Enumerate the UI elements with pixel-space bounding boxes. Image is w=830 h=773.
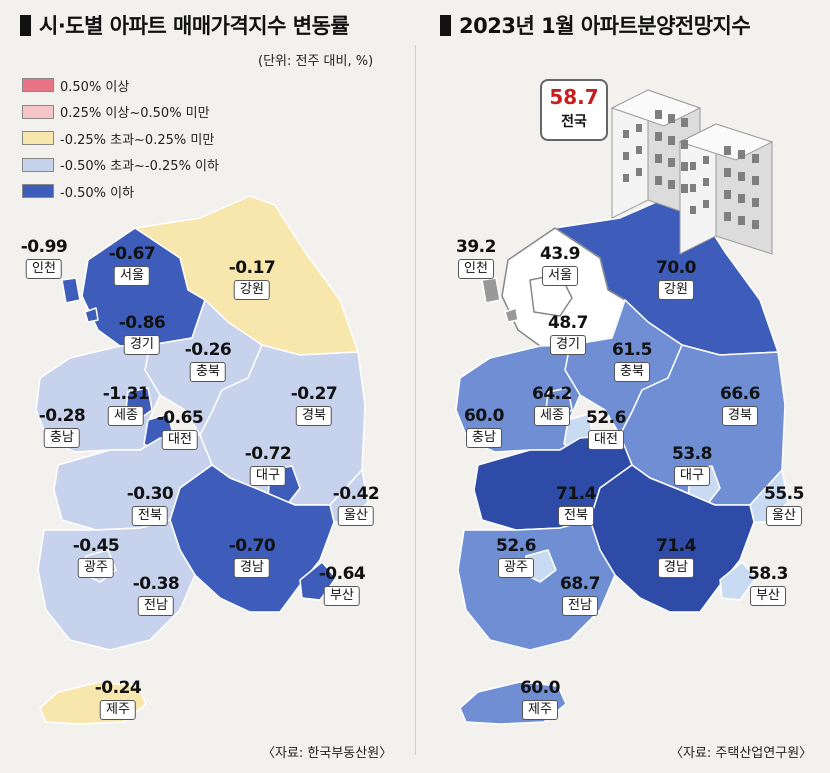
unit-label: (단위: 전주 대비, %) bbox=[258, 54, 374, 69]
label-gyeonggi: 48.7 경기 bbox=[548, 313, 588, 355]
label-gwangju: -0.45 광주 bbox=[73, 536, 120, 578]
region-jeonnam bbox=[37, 519, 196, 651]
label-gwangju: 52.6 광주 bbox=[496, 536, 536, 578]
label-daegu: -0.72 대구 bbox=[245, 444, 292, 486]
label-incheon: 39.2 인천 bbox=[456, 237, 496, 279]
label-daejeon: 52.6 대전 bbox=[586, 408, 626, 450]
label-sejong: 64.2 세종 bbox=[532, 384, 572, 426]
label-gyeongbuk: -0.27 경북 bbox=[291, 384, 338, 426]
label-incheon: -0.99 인천 bbox=[21, 237, 68, 279]
label-jeonnam: -0.38 전남 bbox=[133, 574, 180, 616]
label-gyeonggi: -0.86 경기 bbox=[119, 313, 166, 355]
label-busan: -0.64 부산 bbox=[319, 564, 366, 606]
building-windows bbox=[623, 110, 759, 229]
right-source: 〈자료: 주택산업연구원〉 bbox=[670, 746, 813, 761]
label-jeju: -0.24 제주 bbox=[95, 678, 142, 720]
left-panel-title: 시·도별 아파트 매매가격지수 변동률 bbox=[20, 10, 350, 40]
label-chungbuk: 61.5 충북 bbox=[612, 340, 652, 382]
label-daejeon: -0.65 대전 bbox=[157, 408, 204, 450]
label-gangwon: -0.17 강원 bbox=[229, 258, 276, 300]
label-sejong: -1.31 세종 bbox=[103, 384, 150, 426]
label-gyeongbuk: 66.6 경북 bbox=[720, 384, 760, 426]
region-jeonnam bbox=[457, 519, 616, 651]
label-jeonbuk: -0.30 전북 bbox=[127, 484, 174, 526]
region-incheon bbox=[481, 277, 501, 304]
label-gyeongnam: 71.4 경남 bbox=[656, 536, 696, 578]
legend-swatch bbox=[22, 104, 54, 119]
label-gyeongnam: -0.70 경남 bbox=[229, 536, 276, 578]
legend-swatch bbox=[22, 184, 54, 199]
region-incheon-isle bbox=[504, 307, 519, 323]
left-source: 〈자료: 한국부동산원〉 bbox=[262, 746, 393, 761]
legend-swatch bbox=[22, 78, 54, 93]
label-chungbuk: -0.26 충북 bbox=[185, 340, 232, 382]
national-name: 전국 bbox=[561, 114, 587, 130]
national-index-badge: 58.7 전국 bbox=[540, 79, 608, 141]
label-jeju: 60.0 제주 bbox=[520, 678, 560, 720]
label-jeonnam: 68.7 전남 bbox=[560, 574, 600, 616]
legend-item: 0.25% 이상~0.50% 미만 bbox=[22, 99, 219, 126]
legend-item: -0.25% 초과~0.25% 미만 bbox=[22, 125, 219, 152]
label-jeonbuk: 71.4 전북 bbox=[556, 484, 596, 526]
label-ulsan: -0.42 울산 bbox=[333, 484, 380, 526]
legend: 0.50% 이상 0.25% 이상~0.50% 미만 -0.25% 초과~0.2… bbox=[22, 72, 219, 205]
label-seoul: -0.67 서울 bbox=[109, 244, 156, 286]
label-ulsan: 55.5 울산 bbox=[764, 484, 804, 526]
label-gangwon: 70.0 강원 bbox=[656, 258, 696, 300]
label-busan: 58.3 부산 bbox=[748, 564, 788, 606]
legend-item: -0.50% 초과~-0.25% 이하 bbox=[22, 152, 219, 179]
right-panel-title: 2023년 1월 아파트분양전망지수 bbox=[440, 10, 751, 40]
label-chungnam: -0.28 충남 bbox=[39, 406, 86, 448]
national-value: 58.7 bbox=[549, 85, 599, 109]
legend-item: -0.50% 이하 bbox=[22, 178, 219, 205]
panel-divider bbox=[415, 45, 416, 755]
region-incheon bbox=[61, 277, 81, 304]
legend-swatch bbox=[22, 131, 54, 146]
region-incheon-isle bbox=[84, 307, 99, 323]
region-busan bbox=[719, 561, 757, 601]
label-daegu: 53.8 대구 bbox=[672, 444, 712, 486]
label-chungnam: 60.0 충남 bbox=[464, 406, 504, 448]
legend-swatch bbox=[22, 157, 54, 172]
legend-item: 0.50% 이상 bbox=[22, 72, 219, 99]
label-seoul: 43.9 서울 bbox=[540, 244, 580, 286]
